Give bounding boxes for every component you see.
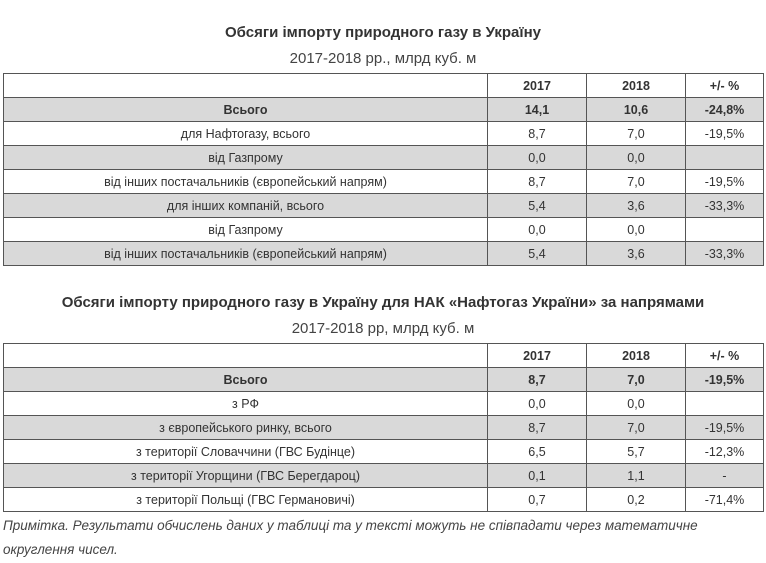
value-2018: 0,0 (586, 217, 686, 242)
value-2018: 5,7 (586, 439, 686, 464)
table1-subtitle: 2017-2018 рр., млрд куб. м (289, 50, 477, 67)
row-label: з європейського ринку, всього (3, 415, 488, 440)
value-change: -19,5% (685, 367, 764, 392)
table-row: з РФ 0,0 0,0 (3, 391, 764, 416)
row-label: від інших постачальників (європейський н… (3, 169, 488, 194)
header-cell (3, 73, 488, 98)
value-2017: 5,4 (487, 193, 587, 218)
header-year-2017: 2017 (487, 343, 587, 368)
table-header-row: 2017 2018 +/- % (3, 343, 764, 368)
table-header-row: 2017 2018 +/- % (3, 73, 764, 98)
value-2017: 0,0 (487, 217, 587, 242)
value-change (685, 217, 764, 242)
row-label: Всього (3, 367, 488, 392)
value-2018: 7,0 (586, 169, 686, 194)
row-label: з території Словаччини (ГВС Будінце) (3, 439, 488, 464)
table2-title: Обсяги імпорту природного газу в Україну… (61, 294, 705, 311)
value-2018: 3,6 (586, 193, 686, 218)
footnote: Примітка. Результати обчислень даних у т… (3, 518, 698, 557)
value-2017: 14,1 (487, 97, 587, 122)
row-label: Всього (3, 97, 488, 122)
header-year-2018: 2018 (586, 73, 686, 98)
value-change: -12,3% (685, 439, 764, 464)
row-label: з РФ (3, 391, 488, 416)
value-2018: 1,1 (586, 463, 686, 488)
value-2018: 7,0 (586, 367, 686, 392)
value-2017: 8,7 (487, 169, 587, 194)
value-2017: 6,5 (487, 439, 587, 464)
table1-title: Обсяги імпорту природного газу в Україну (225, 24, 541, 41)
value-change: -24,8% (685, 97, 764, 122)
value-change: - (685, 463, 764, 488)
value-2017: 8,7 (487, 415, 587, 440)
value-2018: 0,2 (586, 487, 686, 512)
row-label: з території Угорщини (ГВС Берегдароц) (3, 463, 488, 488)
header-year-2018: 2018 (586, 343, 686, 368)
value-2017: 0,0 (487, 145, 587, 170)
row-label: для інших компаній, всього (3, 193, 488, 218)
row-label: від Газпрому (3, 145, 488, 170)
table-row: від Газпрому 0,0 0,0 (3, 217, 764, 242)
header-cell (3, 343, 488, 368)
value-change: -19,5% (685, 415, 764, 440)
table-row: для Нафтогазу, всього 8,7 7,0 -19,5% (3, 121, 764, 146)
value-2017: 0,1 (487, 463, 587, 488)
value-2017: 0,0 (487, 391, 587, 416)
value-2018: 3,6 (586, 241, 686, 266)
value-change: -33,3% (685, 241, 764, 266)
table-row: для інших компаній, всього 5,4 3,6 -33,3… (3, 193, 764, 218)
value-change: -71,4% (685, 487, 764, 512)
table-row: Всього 14,1 10,6 -24,8% (3, 97, 764, 122)
import-table-naftogaz: 2017 2018 +/- % Всього 8,7 7,0 -19,5% з … (3, 343, 764, 512)
value-change: -19,5% (685, 169, 764, 194)
row-label: з території Польщі (ГВС Германовичі) (3, 487, 488, 512)
table-row: з території Угорщини (ГВС Берегдароц) 0,… (3, 463, 764, 488)
value-2018: 10,6 (586, 97, 686, 122)
table-row: з території Словаччини (ГВС Будінце) 6,5… (3, 439, 764, 464)
row-label: від інших постачальників (європейський н… (3, 241, 488, 266)
value-change (685, 145, 764, 170)
table2-subtitle: 2017-2018 рр, млрд куб. м (291, 320, 475, 337)
value-2018: 0,0 (586, 145, 686, 170)
value-2018: 7,0 (586, 415, 686, 440)
row-label: від Газпрому (3, 217, 488, 242)
header-change: +/- % (685, 343, 764, 368)
value-change: -33,3% (685, 193, 764, 218)
header-change: +/- % (685, 73, 764, 98)
value-change (685, 391, 764, 416)
table-row: від Газпрому 0,0 0,0 (3, 145, 764, 170)
row-label: для Нафтогазу, всього (3, 121, 488, 146)
table-row: з європейського ринку, всього 8,7 7,0 -1… (3, 415, 764, 440)
value-2017: 8,7 (487, 367, 587, 392)
value-2018: 7,0 (586, 121, 686, 146)
table-row: Всього 8,7 7,0 -19,5% (3, 367, 764, 392)
table-row: від інших постачальників (європейський н… (3, 169, 764, 194)
value-2017: 0,7 (487, 487, 587, 512)
value-2018: 0,0 (586, 391, 686, 416)
table-row: від інших постачальників (європейський н… (3, 241, 764, 266)
value-2017: 8,7 (487, 121, 587, 146)
value-2017: 5,4 (487, 241, 587, 266)
value-change: -19,5% (685, 121, 764, 146)
header-year-2017: 2017 (487, 73, 587, 98)
table-row: з території Польщі (ГВС Германовичі) 0,7… (3, 487, 764, 512)
import-table-total: 2017 2018 +/- % Всього 14,1 10,6 -24,8% … (3, 73, 764, 266)
